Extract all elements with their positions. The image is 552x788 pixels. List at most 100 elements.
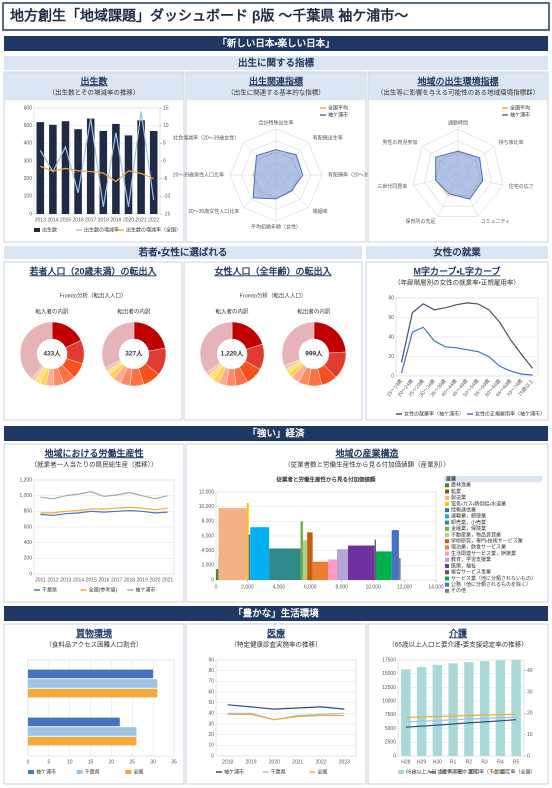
legend-label: 全国 xyxy=(317,768,327,775)
radar-grid xyxy=(412,128,504,217)
bar xyxy=(448,663,458,756)
x-tick-label: 2020 xyxy=(269,759,280,765)
panel-title: 女性人口（全年齢）の転出入 xyxy=(214,265,332,276)
legend-swatch xyxy=(445,582,449,587)
legend-label: 生活関連サービス業，娯楽業 xyxy=(451,550,516,557)
section-banner xyxy=(366,246,548,259)
panel-subtitle: （出生等に影響を与える可能性のある地域環境指標群） xyxy=(377,88,539,97)
bar xyxy=(124,135,133,214)
legend-swatch xyxy=(445,514,449,519)
panel-title: 買物環境 xyxy=(76,627,112,638)
x-tick-label: 2014 xyxy=(73,577,84,583)
x-tick-label: 2013 xyxy=(35,217,46,223)
x-tick-label: R5 xyxy=(513,759,520,765)
legend-swatch xyxy=(445,570,449,575)
y-tick-label: 6,000 xyxy=(201,533,214,539)
bar xyxy=(307,532,313,580)
panel-title: 介護 xyxy=(449,627,468,638)
section-banner xyxy=(4,606,548,621)
bar xyxy=(74,129,82,214)
bar xyxy=(28,736,137,746)
y-tick-label: 12500 xyxy=(382,685,396,691)
legend-label: 電気・ガス・熱供給・水道業 xyxy=(451,500,506,507)
legend-label: 金融業，保険業 xyxy=(451,525,486,532)
y-tick-label: 10,000 xyxy=(199,504,215,510)
radar-grid xyxy=(424,140,492,207)
donut-segment xyxy=(101,321,135,368)
bar xyxy=(374,539,376,580)
panel-title: 出生数 xyxy=(80,75,108,86)
y-tick-label: 0 xyxy=(211,753,214,759)
x-tick-label: 2018 xyxy=(98,217,109,223)
x-tick-label: 0 xyxy=(215,584,218,590)
y-tick-label: 20 xyxy=(388,354,394,360)
x-tick-label: 0 xyxy=(27,759,30,765)
pie-title: 転入者の内訳 xyxy=(36,307,70,315)
y2-tick-label: -5 xyxy=(163,176,168,182)
chart-subtitle: Fromto分析（転出入人口） xyxy=(60,291,127,299)
panel-title: 地域における労働生産性 xyxy=(44,447,143,458)
bar xyxy=(216,569,219,580)
x-tick-label: 2022 xyxy=(148,217,159,223)
bar xyxy=(112,123,120,214)
panel-subtitle: （特定健康診査実施率の推移） xyxy=(231,640,322,649)
bar xyxy=(28,717,120,727)
y-tick-label: 400 xyxy=(24,540,33,546)
radar-axis-label: 男性の育児参加 xyxy=(382,139,417,146)
y-tick-label: 30 xyxy=(208,721,214,727)
legend-label: 袖ケ浦市 xyxy=(328,111,348,118)
radar-series xyxy=(435,150,484,200)
legend-header xyxy=(444,476,542,483)
legend-title: 産業 xyxy=(446,475,457,482)
x-tick-label: 2019 xyxy=(137,577,148,583)
y-tick-label: 0 xyxy=(29,211,32,217)
legend-label: 袖ケ浦市 xyxy=(510,111,530,118)
panel-header xyxy=(186,72,366,101)
x-tick-label: 2018 xyxy=(222,759,233,765)
section-banner xyxy=(4,246,362,259)
panel-header xyxy=(4,72,184,101)
panel xyxy=(3,623,185,785)
legend-label: 千葉県 xyxy=(85,768,100,775)
chart-subtitle: Fromto分析（転出入人口） xyxy=(240,291,307,299)
radar-axis-label: 持ち家比率 xyxy=(499,139,524,146)
x-tick-label: 2018 xyxy=(124,577,135,583)
section-banner xyxy=(4,426,548,441)
x-tick-label: 2021 xyxy=(162,577,173,583)
x-tick-label: H28 xyxy=(401,759,410,765)
bar xyxy=(61,121,70,214)
legend-label: 出生数の増減率 xyxy=(84,226,119,233)
legend-swatch xyxy=(125,770,132,774)
legend-label: 医療，福祉 xyxy=(451,562,476,569)
x-tick-label: 2020 xyxy=(123,217,134,223)
bar xyxy=(300,521,303,580)
panel-subtitle: （出生数とその増減率の推移） xyxy=(49,88,140,97)
x-tick-label: 6,000 xyxy=(304,584,317,590)
radar-axis-label: 有配偶出生率 xyxy=(313,135,343,142)
y2-tick-label: 10 xyxy=(163,123,169,129)
y-tick-label: 1,000 xyxy=(19,493,32,499)
panel-header xyxy=(368,72,548,101)
x-tick-label: 14,000 xyxy=(428,584,444,590)
legend-label: 出生数 xyxy=(42,226,57,233)
legend-label: 袖ケ浦市 xyxy=(36,768,56,775)
legend-swatch xyxy=(76,770,83,774)
x-tick-label: 2019 xyxy=(110,217,121,223)
y2-tick-label: 20 xyxy=(527,711,533,717)
x-tick-label: 2021 xyxy=(292,759,303,765)
x-tick-label: 4,000 xyxy=(273,584,286,590)
bar xyxy=(250,527,270,580)
legend-label: 認定率（千葉県） xyxy=(469,768,509,775)
y-tick-label: 7500 xyxy=(385,712,396,718)
legend-label: その他 xyxy=(451,587,466,594)
bar xyxy=(28,669,154,679)
radar-axis-label: 社会増減率（20～39歳女性） xyxy=(173,135,239,142)
page-title: 地方創生「地域課題」ダッシュボード β版 ～千葉県 袖ケ浦市～ xyxy=(10,8,408,24)
legend-label: 不動産業，物品賃貸業 xyxy=(451,531,501,538)
bar xyxy=(479,661,490,756)
line xyxy=(400,326,533,376)
line xyxy=(40,165,154,183)
bar xyxy=(391,530,399,580)
y-tick-label: 5000 xyxy=(385,726,396,732)
